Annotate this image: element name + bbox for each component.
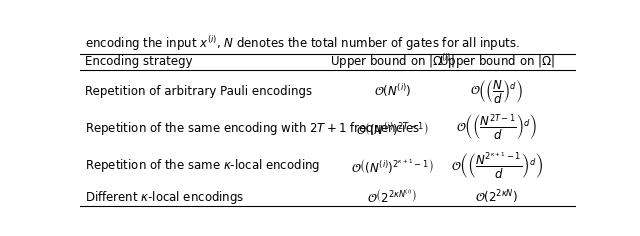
Text: $\mathcal{O}\left(N^{(i)}\right)$: $\mathcal{O}\left(N^{(i)}\right)$: [374, 83, 412, 99]
Text: $\mathcal{O}\left(2^{2\kappa N}\right)$: $\mathcal{O}\left(2^{2\kappa N}\right)$: [475, 189, 518, 206]
Text: $\mathcal{O}\left(\left(\dfrac{N^{2^{\kappa+1}-1}}{d}\right)^{d}\right)$: $\mathcal{O}\left(\left(\dfrac{N^{2^{\ka…: [451, 150, 543, 181]
Text: Upper bound on $|\Omega^{(i)}|$: Upper bound on $|\Omega^{(i)}|$: [330, 52, 455, 71]
Text: Repetition of the same $\kappa$-local encoding: Repetition of the same $\kappa$-local en…: [85, 157, 320, 174]
Text: Upper bound on $|\Omega|$: Upper bound on $|\Omega|$: [438, 53, 555, 70]
Text: $\mathcal{O}\left((N^{(i)})^{2^{\kappa+1}-1}\right)$: $\mathcal{O}\left((N^{(i)})^{2^{\kappa+1…: [351, 156, 434, 174]
Text: $\mathcal{O}\left((N^{(i)})^{2T-1}\right)$: $\mathcal{O}\left((N^{(i)})^{2T-1}\right…: [356, 120, 429, 137]
Text: Different $\kappa$-local encodings: Different $\kappa$-local encodings: [85, 189, 244, 206]
Text: Repetition of arbitrary Pauli encodings: Repetition of arbitrary Pauli encodings: [85, 84, 312, 97]
Text: encoding the input $x^{(i)}$, $N$ denotes the total number of gates for all inpu: encoding the input $x^{(i)}$, $N$ denote…: [85, 34, 520, 53]
Text: $\mathcal{O}\left(2^{2\kappa N^{(i)}}\right)$: $\mathcal{O}\left(2^{2\kappa N^{(i)}}\ri…: [367, 189, 417, 206]
Text: $\mathcal{O}\left(\left(\dfrac{N}{d}\right)^{d}\right)$: $\mathcal{O}\left(\left(\dfrac{N}{d}\rig…: [470, 77, 523, 105]
Text: Encoding strategy: Encoding strategy: [85, 55, 193, 68]
Text: Repetition of the same encoding with $2T+1$ frequencies: Repetition of the same encoding with $2T…: [85, 120, 420, 137]
Text: $\mathcal{O}\left(\left(\dfrac{N^{2T-1}}{d}\right)^{d}\right)$: $\mathcal{O}\left(\left(\dfrac{N^{2T-1}}…: [456, 113, 537, 143]
